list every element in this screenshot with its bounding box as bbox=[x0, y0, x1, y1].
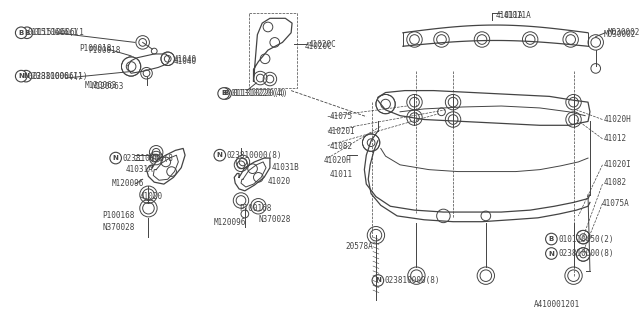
Circle shape bbox=[15, 27, 27, 38]
Circle shape bbox=[569, 115, 579, 124]
Text: 41020: 41020 bbox=[140, 192, 163, 201]
Text: 41020H: 41020H bbox=[604, 115, 631, 124]
Circle shape bbox=[122, 57, 141, 76]
Text: 41020C: 41020C bbox=[305, 42, 332, 51]
Text: 023810000(8): 023810000(8) bbox=[227, 151, 282, 160]
Text: 011310220(4): 011310220(4) bbox=[232, 89, 288, 98]
Text: B: B bbox=[24, 30, 29, 36]
Text: 41020I: 41020I bbox=[604, 160, 631, 169]
Circle shape bbox=[362, 134, 380, 151]
Text: 41020: 41020 bbox=[268, 177, 291, 186]
Text: P100168: P100168 bbox=[239, 204, 271, 213]
Circle shape bbox=[545, 248, 557, 259]
Text: M120096: M120096 bbox=[214, 218, 246, 227]
Text: 41040: 41040 bbox=[173, 55, 196, 64]
Text: 41031B: 41031B bbox=[272, 163, 300, 172]
Text: B: B bbox=[19, 30, 24, 36]
Text: B: B bbox=[221, 91, 227, 97]
Text: 41082: 41082 bbox=[330, 142, 353, 151]
Circle shape bbox=[15, 70, 27, 82]
Circle shape bbox=[545, 233, 557, 245]
Text: P100168: P100168 bbox=[102, 212, 134, 220]
Circle shape bbox=[220, 88, 231, 99]
Circle shape bbox=[161, 52, 175, 66]
Circle shape bbox=[214, 149, 225, 161]
Text: 41011A: 41011A bbox=[503, 11, 531, 20]
Text: M120063: M120063 bbox=[92, 82, 124, 91]
Text: M030002: M030002 bbox=[607, 28, 639, 37]
Text: 010110450(2): 010110450(2) bbox=[558, 235, 614, 244]
Text: B: B bbox=[548, 236, 554, 242]
Text: P100018: P100018 bbox=[79, 44, 111, 53]
Text: A410001201: A410001201 bbox=[534, 300, 580, 309]
Circle shape bbox=[569, 97, 579, 107]
Circle shape bbox=[372, 275, 383, 286]
Text: M030002: M030002 bbox=[604, 30, 636, 39]
Circle shape bbox=[410, 113, 419, 123]
Circle shape bbox=[448, 115, 458, 124]
Text: 41082: 41082 bbox=[604, 178, 627, 187]
Circle shape bbox=[376, 94, 396, 114]
Text: 011510606(1: 011510606(1 bbox=[28, 28, 79, 37]
Text: N: N bbox=[19, 73, 24, 79]
Text: N370028: N370028 bbox=[259, 215, 291, 224]
Text: M120063: M120063 bbox=[85, 81, 117, 90]
Circle shape bbox=[577, 248, 590, 261]
Text: 41075: 41075 bbox=[330, 112, 353, 121]
Text: 41020I: 41020I bbox=[328, 127, 355, 136]
Text: 011310220(4): 011310220(4) bbox=[230, 89, 286, 98]
Text: 41040: 41040 bbox=[173, 57, 196, 66]
Circle shape bbox=[110, 152, 122, 164]
Text: 023810000(8): 023810000(8) bbox=[385, 276, 440, 285]
Text: 41020H: 41020H bbox=[324, 156, 351, 164]
Text: 023810006(1): 023810006(1) bbox=[28, 72, 83, 81]
Text: 20578A: 20578A bbox=[345, 242, 373, 251]
Circle shape bbox=[577, 230, 590, 244]
Text: 41012: 41012 bbox=[604, 134, 627, 143]
Text: 41011A: 41011A bbox=[495, 11, 524, 20]
Text: N: N bbox=[375, 277, 381, 284]
Text: N370028: N370028 bbox=[102, 223, 134, 232]
Circle shape bbox=[218, 88, 229, 99]
Text: 41075A: 41075A bbox=[602, 199, 629, 208]
Text: M120096: M120096 bbox=[112, 179, 144, 188]
Circle shape bbox=[448, 97, 458, 107]
Text: 023810006(1): 023810006(1) bbox=[33, 72, 88, 81]
Circle shape bbox=[21, 27, 33, 38]
Circle shape bbox=[410, 97, 419, 107]
Circle shape bbox=[20, 70, 32, 82]
Text: N: N bbox=[217, 152, 223, 158]
Text: N: N bbox=[548, 251, 554, 257]
Text: 023810000(8): 023810000(8) bbox=[558, 249, 614, 258]
Text: N: N bbox=[23, 73, 29, 79]
Circle shape bbox=[139, 38, 147, 46]
Text: 41020C: 41020C bbox=[308, 40, 336, 49]
Text: 41011: 41011 bbox=[330, 170, 353, 179]
Text: B: B bbox=[223, 91, 228, 97]
Text: 41031A: 41031A bbox=[125, 165, 153, 174]
Text: 023810000(8: 023810000(8 bbox=[122, 154, 173, 163]
Text: 011510606(1: 011510606(1 bbox=[34, 28, 84, 37]
Text: P100018: P100018 bbox=[89, 46, 121, 55]
Text: N: N bbox=[113, 155, 118, 161]
